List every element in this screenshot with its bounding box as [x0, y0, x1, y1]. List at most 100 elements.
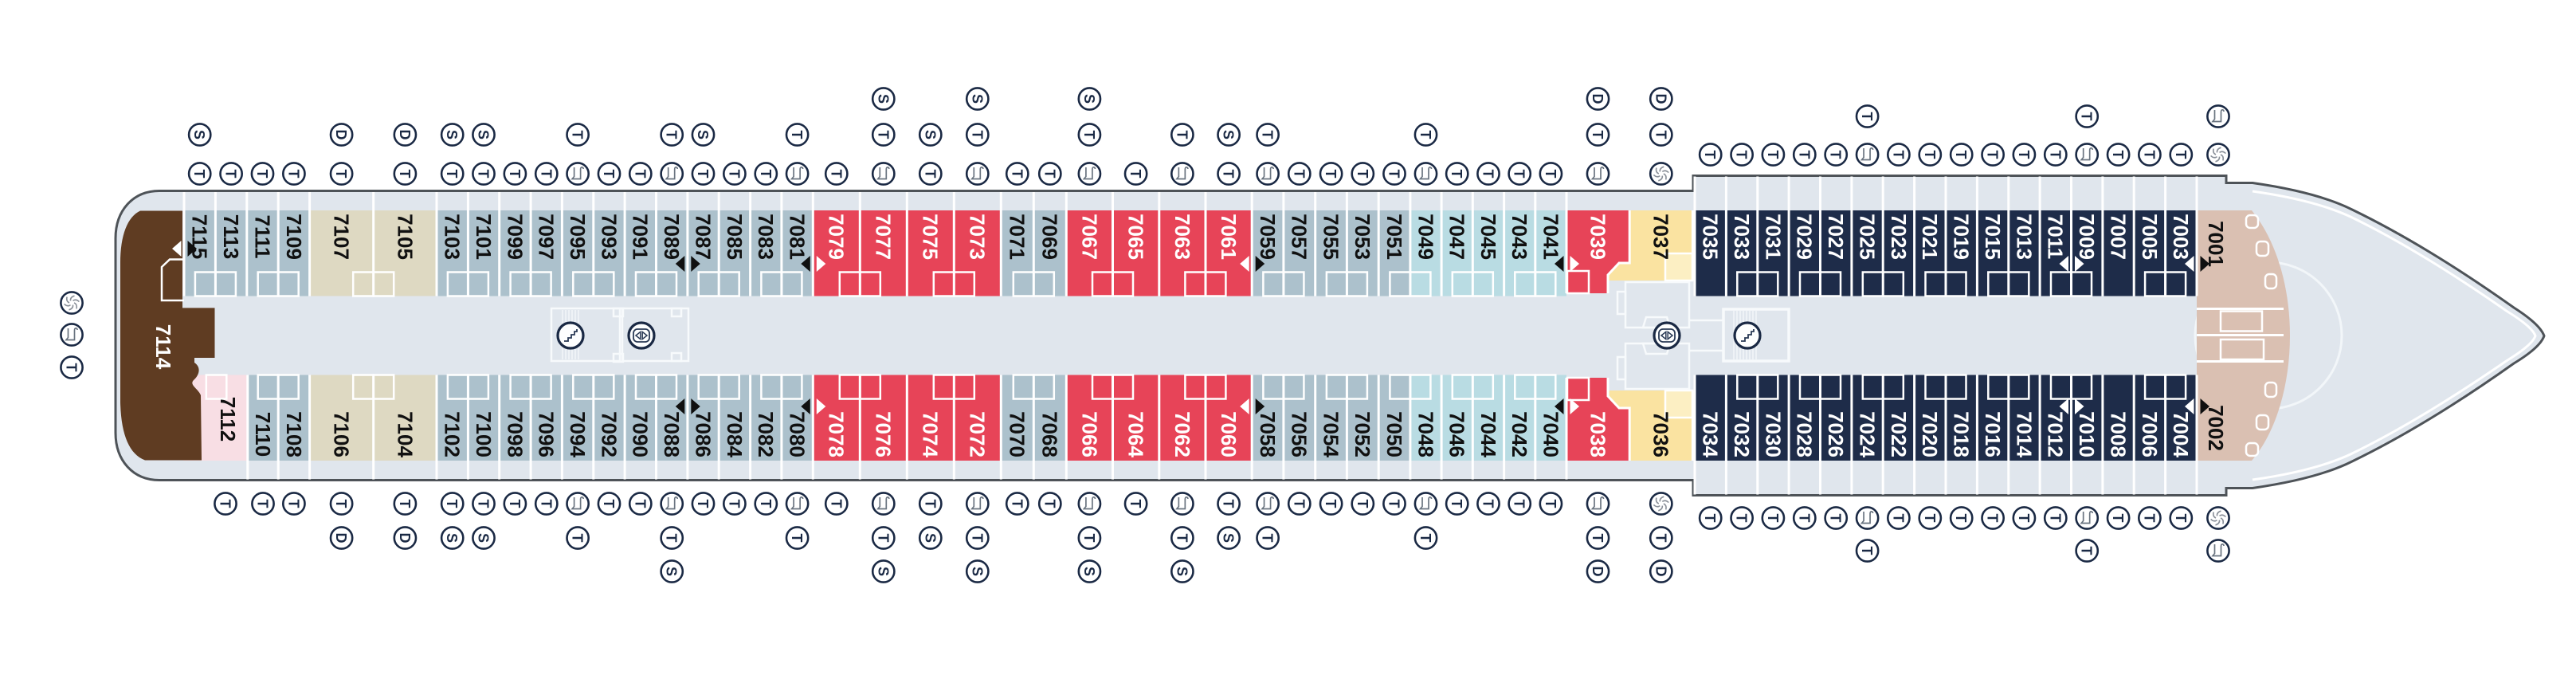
svg-text:7027: 7027 [1824, 214, 1848, 260]
svg-text:7089: 7089 [660, 214, 684, 260]
svg-text:7090: 7090 [629, 411, 653, 457]
svg-text:7082: 7082 [754, 411, 778, 457]
svg-text:T: T [255, 500, 271, 508]
svg-text:T: T [1702, 514, 1718, 523]
svg-text:T: T [2079, 112, 2095, 121]
svg-text:T: T [538, 170, 554, 179]
svg-text:7073: 7073 [966, 214, 990, 260]
svg-text:T: T [1449, 170, 1464, 179]
svg-text:7040: 7040 [1539, 411, 1562, 457]
svg-text:7046: 7046 [1445, 411, 1469, 457]
svg-text:T: T [1081, 534, 1097, 543]
svg-text:7043: 7043 [1508, 214, 1531, 260]
svg-text:7054: 7054 [1319, 411, 1343, 457]
svg-text:7079: 7079 [825, 214, 849, 260]
svg-text:T: T [397, 170, 413, 179]
svg-text:7038: 7038 [1586, 411, 1610, 457]
svg-text:7052: 7052 [1351, 411, 1374, 457]
svg-text:T: T [2173, 514, 2189, 523]
svg-text:T: T [1922, 151, 1938, 159]
svg-text:7096: 7096 [535, 411, 559, 457]
svg-text:T: T [875, 534, 891, 543]
svg-text:7099: 7099 [503, 214, 527, 260]
svg-text:7068: 7068 [1038, 411, 1062, 457]
svg-text:T: T [632, 500, 648, 508]
svg-text:7033: 7033 [1730, 214, 1754, 260]
svg-text:T: T [922, 170, 938, 179]
svg-text:T: T [507, 170, 523, 179]
svg-text:7062: 7062 [1170, 411, 1194, 457]
svg-text:S: S [664, 567, 680, 576]
svg-text:T: T [1417, 534, 1433, 543]
svg-text:T: T [2016, 151, 2032, 159]
svg-text:T: T [664, 534, 680, 543]
svg-text:7013: 7013 [2012, 214, 2036, 260]
svg-text:7009: 7009 [2075, 214, 2099, 260]
svg-text:7084: 7084 [723, 411, 747, 457]
svg-text:7020: 7020 [1918, 411, 1942, 457]
svg-text:S: S [969, 94, 985, 104]
svg-text:T: T [1859, 112, 1875, 121]
svg-text:S: S [922, 533, 938, 543]
svg-text:7113: 7113 [219, 214, 243, 259]
svg-text:T: T [570, 534, 586, 543]
svg-text:S: S [695, 130, 711, 139]
svg-text:T: T [1922, 514, 1938, 523]
svg-text:T: T [1041, 500, 1057, 508]
svg-text:7085: 7085 [723, 214, 747, 260]
svg-text:T: T [828, 170, 844, 179]
svg-text:7050: 7050 [1382, 411, 1406, 457]
svg-text:T: T [191, 170, 207, 179]
svg-text:7071: 7071 [1006, 214, 1029, 260]
svg-text:T: T [2110, 151, 2126, 159]
svg-text:7005: 7005 [2138, 214, 2162, 260]
svg-text:7019: 7019 [1950, 214, 1974, 260]
svg-text:T: T [1449, 500, 1464, 508]
svg-text:7100: 7100 [472, 411, 496, 457]
svg-text:7014: 7014 [2012, 411, 2036, 457]
svg-text:T: T [1890, 514, 1906, 523]
svg-text:T: T [1174, 131, 1190, 139]
svg-text:7076: 7076 [872, 411, 896, 457]
svg-text:7075: 7075 [919, 214, 943, 260]
svg-text:7087: 7087 [691, 214, 715, 260]
svg-text:D: D [1653, 94, 1668, 104]
svg-text:T: T [1127, 500, 1143, 508]
svg-text:T: T [601, 500, 617, 508]
svg-text:T: T [254, 170, 270, 179]
svg-text:T: T [1590, 534, 1606, 543]
svg-text:T: T [726, 500, 742, 508]
svg-text:7077: 7077 [872, 214, 896, 260]
svg-text:T: T [695, 170, 711, 179]
svg-text:T: T [1543, 500, 1559, 508]
svg-text:T: T [2016, 514, 2032, 523]
svg-text:7034: 7034 [1699, 411, 1723, 457]
svg-text:7051: 7051 [1382, 214, 1406, 260]
svg-text:S: S [444, 130, 460, 139]
svg-text:T: T [1480, 500, 1496, 508]
svg-text:7063: 7063 [1170, 214, 1194, 260]
svg-text:T: T [223, 170, 239, 179]
svg-text:7047: 7047 [1445, 214, 1469, 260]
svg-text:7055: 7055 [1319, 214, 1343, 260]
svg-text:T: T [758, 170, 774, 179]
svg-text:T: T [285, 500, 301, 508]
svg-text:T: T [1890, 151, 1906, 159]
svg-text:7049: 7049 [1413, 214, 1437, 260]
svg-text:S: S [1221, 130, 1237, 139]
svg-text:7021: 7021 [1918, 214, 1942, 260]
svg-text:D: D [1590, 567, 1606, 577]
svg-text:T: T [2047, 514, 2063, 523]
svg-text:7091: 7091 [629, 214, 653, 260]
svg-text:T: T [1653, 534, 1668, 543]
svg-text:T: T [828, 500, 844, 508]
svg-text:7025: 7025 [1856, 214, 1880, 260]
svg-text:7041: 7041 [1539, 214, 1562, 260]
svg-text:T: T [1174, 534, 1190, 543]
svg-text:T: T [444, 500, 460, 508]
svg-text:7105: 7105 [393, 214, 417, 260]
svg-text:7098: 7098 [503, 411, 527, 457]
svg-text:7058: 7058 [1256, 411, 1280, 457]
svg-text:T: T [632, 170, 648, 179]
svg-text:7065: 7065 [1124, 214, 1148, 260]
